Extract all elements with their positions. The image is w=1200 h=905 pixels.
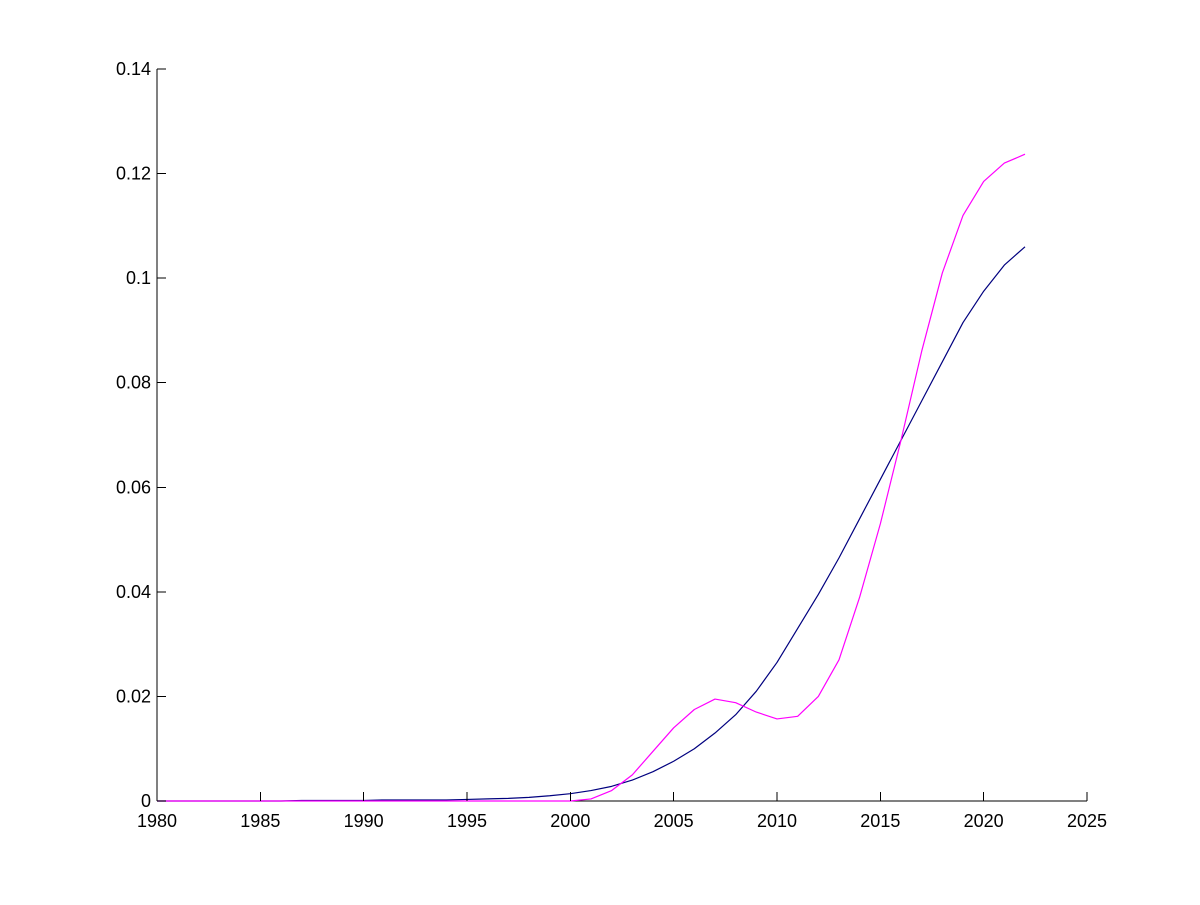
x-tick-label: 2025 <box>1067 811 1107 831</box>
x-tick-label: 2005 <box>654 811 694 831</box>
y-axis-ticks: 0 0.02 0.04 0.06 0.08 0.1 0.12 0.14 <box>116 59 166 811</box>
x-tick-label: 2010 <box>757 811 797 831</box>
axes <box>156 69 1087 802</box>
series-line-1 <box>157 246 1026 802</box>
x-tick-label: 2015 <box>860 811 900 831</box>
y-tick-label: 0.14 <box>116 59 151 79</box>
series-layer <box>157 153 1026 802</box>
x-tick-label: 1995 <box>447 811 487 831</box>
x-tick-label: 2020 <box>964 811 1004 831</box>
x-tick-label: 1980 <box>137 811 177 831</box>
y-tick-label: 0.12 <box>116 164 151 184</box>
y-tick-label: 0 <box>141 791 151 811</box>
y-tick-label: 0.02 <box>116 686 151 706</box>
x-tick-label: 1990 <box>344 811 384 831</box>
y-tick-label: 0.06 <box>116 477 151 497</box>
x-tick-label: 1985 <box>240 811 280 831</box>
y-tick-label: 0.04 <box>116 582 151 602</box>
series-line-2 <box>157 153 1026 802</box>
x-tick-label: 2000 <box>550 811 590 831</box>
x-axis-ticks: 1980 1985 1990 1995 2000 2005 2010 2015 2020 2025 <box>137 792 1107 831</box>
y-tick-label: 0.08 <box>116 373 151 393</box>
y-tick-label: 0.1 <box>126 268 151 288</box>
